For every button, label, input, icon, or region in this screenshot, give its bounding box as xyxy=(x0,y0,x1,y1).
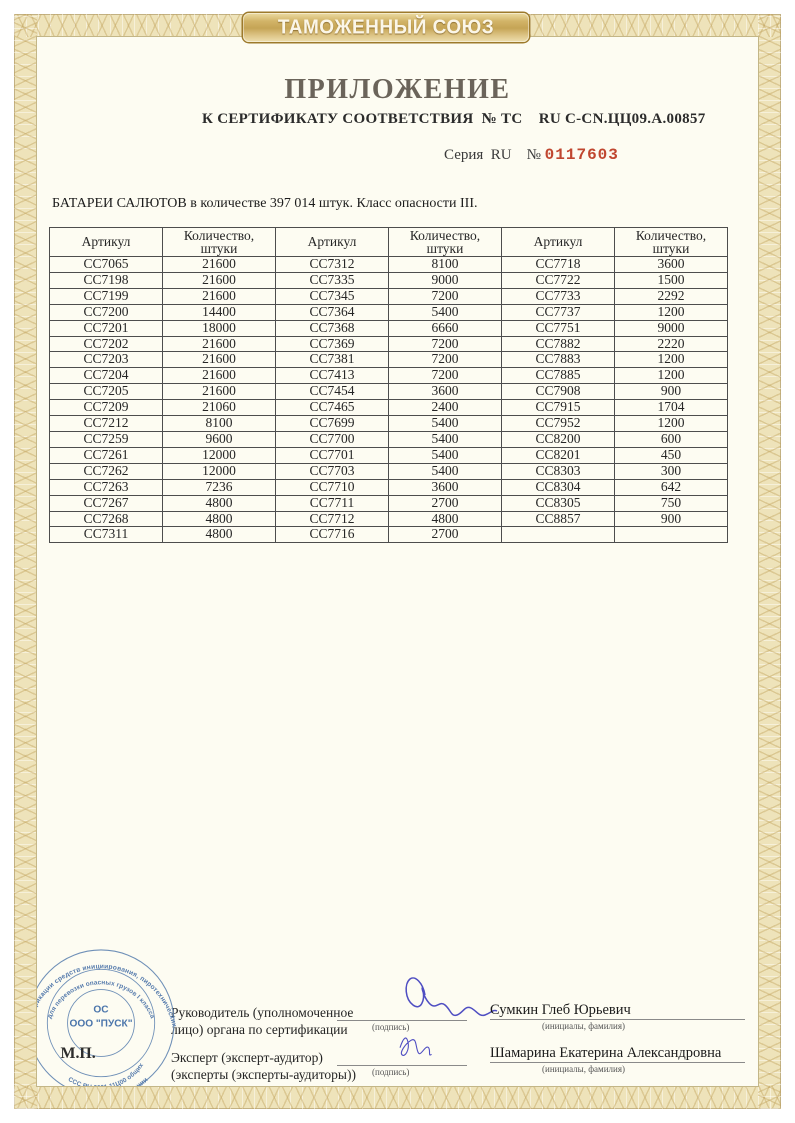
svg-text:ООО "ПУСК": ООО "ПУСК" xyxy=(69,1019,132,1030)
svg-text:ОС: ОС xyxy=(93,1004,109,1015)
svg-text:М.П.: М.П. xyxy=(61,1045,96,1062)
